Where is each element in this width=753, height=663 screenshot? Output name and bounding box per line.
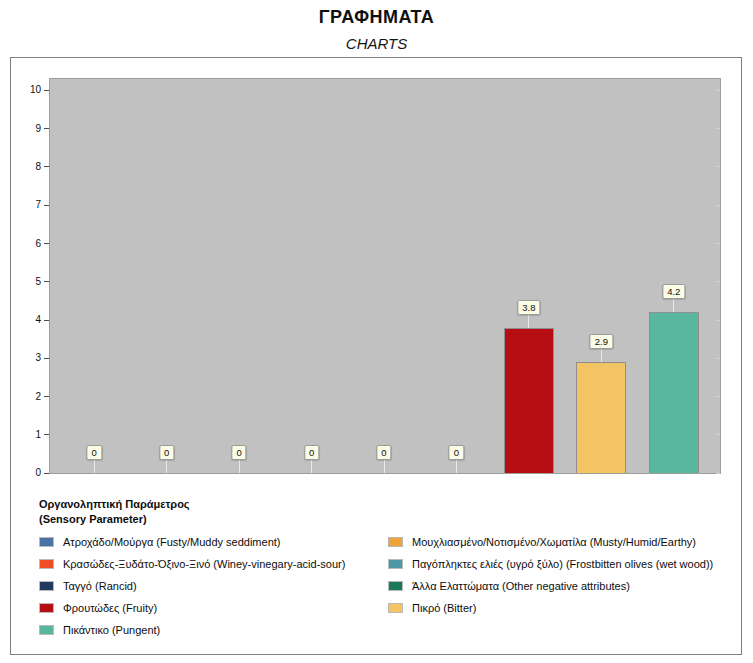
legend-item: Άλλα Ελαττώματα (Other negative attribut… <box>388 575 713 597</box>
legend-item: Φρουτώδες (Fruity) <box>39 597 345 619</box>
y-axis-tick <box>44 473 49 474</box>
legend-column-left: Ατροχάδο/Μούργα (Fusty/Muddy seddiment) Κ… <box>39 531 345 641</box>
legend-item-label: Παγόπληκτες ελιές (υγρό ξύλο) (Frostbitt… <box>412 558 713 570</box>
y-axis-tick <box>44 166 49 167</box>
legend-item-label: Πικάντικο (Pungent) <box>63 624 160 636</box>
legend-column-right: Μουχλιασμένο/Νοτισμένο/Χωματίλα (Musty/H… <box>388 531 713 619</box>
y-axis-tick-label: 8 <box>16 161 41 173</box>
y-axis-tick-label: 3 <box>16 352 41 364</box>
y-axis-tick <box>44 243 49 244</box>
legend-swatch <box>388 559 403 569</box>
value-connector <box>239 460 240 473</box>
legend-title: Οργανοληπτική Παράμετρος (Sensory Parame… <box>39 497 190 527</box>
legend-item: Μουχλιασμένο/Νοτισμένο/Χωματίλα (Musty/H… <box>388 531 713 553</box>
y-axis-tick-label: 9 <box>16 123 41 135</box>
y-axis-tick-right <box>716 396 720 397</box>
y-axis-tick-label: 6 <box>16 238 41 250</box>
page-subtitle: CHARTS <box>0 35 753 52</box>
legend-item-label: Άλλα Ελαττώματα (Other negative attribut… <box>412 580 630 592</box>
bar-value-label: 0 <box>231 445 246 460</box>
y-axis-tick-right <box>716 243 720 244</box>
y-axis-tick-right <box>716 358 720 359</box>
y-axis-tick <box>44 90 49 91</box>
y-axis-tick <box>44 396 49 397</box>
y-axis-tick <box>44 358 49 359</box>
bar <box>649 312 699 473</box>
y-axis-tick-right <box>716 434 720 435</box>
bar <box>576 362 626 473</box>
legend-swatch <box>388 581 403 591</box>
page: { "header": { "title": "ΓΡΑΦΗΜΑΤΑ", "sub… <box>0 0 753 663</box>
value-connector <box>673 299 674 312</box>
legend-item: Ατροχάδο/Μούργα (Fusty/Muddy seddiment) <box>39 531 345 553</box>
value-connector <box>94 460 95 473</box>
y-axis-tick-right <box>716 90 720 91</box>
legend-swatch <box>39 559 54 569</box>
value-connector <box>528 315 529 328</box>
bar-value-label: 4.2 <box>662 284 685 299</box>
legend-item: Παγόπληκτες ελιές (υγρό ξύλο) (Frostbitt… <box>388 553 713 575</box>
legend-title-el: Οργανοληπτική Παράμετρος <box>39 497 190 512</box>
y-axis-tick-right <box>716 205 720 206</box>
y-axis-tick-right <box>716 473 720 474</box>
legend-item-label: Μουχλιασμένο/Νοτισμένο/Χωματίλα (Musty/H… <box>412 536 696 548</box>
y-axis-tick <box>44 320 49 321</box>
value-connector <box>456 460 457 473</box>
legend-swatch <box>39 625 54 635</box>
legend-item: Ταγγό (Rancid) <box>39 575 345 597</box>
legend-item: Κρασώδες-Ξυδάτο-Όξινο-Ξινό (Winey-vinega… <box>39 553 345 575</box>
y-axis-tick-label: 10 <box>16 84 41 96</box>
y-axis-tick <box>44 128 49 129</box>
legend-item-label: Πικρό (Bitter) <box>412 602 476 614</box>
bar-value-label: 0 <box>376 445 391 460</box>
legend-swatch <box>39 581 54 591</box>
bar-value-label: 3.8 <box>517 300 540 315</box>
y-axis-tick <box>44 281 49 282</box>
legend-item-label: Κρασώδες-Ξυδάτο-Όξινο-Ξινό (Winey-vinega… <box>63 558 345 570</box>
bar-value-label: 0 <box>159 445 174 460</box>
value-connector <box>166 460 167 473</box>
bar-value-label: 0 <box>304 445 319 460</box>
y-axis-tick-right <box>716 320 720 321</box>
bar-value-label: 2.9 <box>590 334 613 349</box>
legend-item-label: Ταγγό (Rancid) <box>63 580 137 592</box>
value-connector <box>384 460 385 473</box>
legend-item: Πικάντικο (Pungent) <box>39 619 345 641</box>
y-axis-tick-right <box>716 281 720 282</box>
y-axis-tick-label: 1 <box>16 429 41 441</box>
y-axis-tick-label: 0 <box>16 467 41 479</box>
y-axis-tick <box>44 205 49 206</box>
y-axis-tick-label: 7 <box>16 199 41 211</box>
y-axis-tick-right <box>716 166 720 167</box>
legend-title-en: (Sensory Parameter) <box>39 512 190 527</box>
bar-value-label: 0 <box>87 445 102 460</box>
plot-area: 0123456789100000003.82.94.2 <box>49 78 721 474</box>
y-axis-tick <box>44 434 49 435</box>
legend-swatch <box>388 537 403 547</box>
value-connector <box>601 349 602 362</box>
bar <box>504 328 554 473</box>
legend-swatch <box>39 537 54 547</box>
bar-value-label: 0 <box>449 445 464 460</box>
y-axis-tick-right <box>716 128 720 129</box>
chart-frame: 0 1 2 3 4 5 6 7 8 9 10 0 0 0 0 0 0 3.8 2.9 4.2 Οργανοληπτικ… <box>10 57 742 655</box>
legend-item-label: Φρουτώδες (Fruity) <box>63 602 157 614</box>
chart-header: ΓΡΑΦΗΜΑΤΑ CHARTS <box>0 7 753 52</box>
y-axis-tick-label: 4 <box>16 314 41 326</box>
legend-swatch <box>39 603 54 613</box>
page-title: ΓΡΑΦΗΜΑΤΑ <box>0 7 753 28</box>
legend-swatch <box>388 603 403 613</box>
legend-item: Πικρό (Bitter) <box>388 597 713 619</box>
value-connector <box>311 460 312 473</box>
y-axis-tick-label: 5 <box>16 276 41 288</box>
legend-item-label: Ατροχάδο/Μούργα (Fusty/Muddy seddiment) <box>63 536 280 548</box>
y-axis-tick-label: 2 <box>16 391 41 403</box>
